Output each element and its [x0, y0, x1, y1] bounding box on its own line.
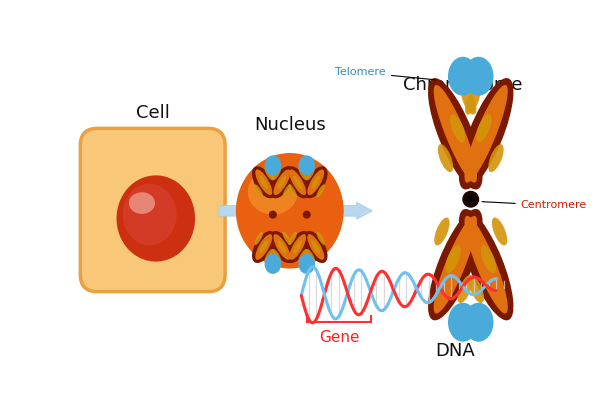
Ellipse shape [264, 155, 280, 175]
Ellipse shape [307, 169, 324, 195]
Ellipse shape [286, 231, 310, 263]
Ellipse shape [278, 240, 286, 254]
Ellipse shape [289, 234, 306, 260]
Ellipse shape [259, 175, 268, 189]
Ellipse shape [464, 57, 493, 96]
Ellipse shape [283, 231, 291, 245]
Ellipse shape [434, 85, 477, 182]
Ellipse shape [465, 216, 508, 314]
Ellipse shape [316, 184, 325, 198]
Ellipse shape [270, 231, 294, 263]
Ellipse shape [448, 57, 478, 96]
Ellipse shape [272, 167, 281, 180]
Ellipse shape [248, 169, 298, 215]
Ellipse shape [264, 254, 280, 274]
Ellipse shape [255, 231, 263, 245]
Ellipse shape [283, 184, 291, 198]
Ellipse shape [255, 169, 272, 195]
Ellipse shape [274, 234, 290, 260]
Ellipse shape [435, 218, 450, 245]
Ellipse shape [459, 78, 513, 189]
Ellipse shape [116, 175, 195, 262]
Ellipse shape [492, 218, 507, 245]
Ellipse shape [259, 240, 268, 254]
Ellipse shape [122, 184, 177, 245]
Ellipse shape [299, 155, 313, 175]
Ellipse shape [289, 169, 306, 195]
Text: Telomere: Telomere [335, 67, 436, 80]
Ellipse shape [459, 209, 513, 320]
Ellipse shape [304, 166, 327, 198]
Ellipse shape [288, 184, 297, 198]
Ellipse shape [299, 254, 313, 274]
Ellipse shape [464, 303, 493, 342]
Ellipse shape [266, 155, 281, 175]
Ellipse shape [434, 216, 477, 314]
Ellipse shape [300, 155, 315, 175]
Ellipse shape [469, 275, 484, 303]
Text: Gene: Gene [319, 330, 359, 345]
Ellipse shape [480, 245, 496, 273]
Ellipse shape [312, 240, 320, 254]
Ellipse shape [307, 249, 315, 262]
Ellipse shape [255, 184, 263, 198]
Ellipse shape [312, 175, 320, 189]
Ellipse shape [264, 167, 273, 180]
Text: Chromosome: Chromosome [403, 76, 523, 94]
Ellipse shape [300, 254, 315, 274]
Ellipse shape [448, 303, 478, 342]
Ellipse shape [465, 85, 508, 182]
Ellipse shape [274, 169, 290, 195]
Ellipse shape [299, 167, 307, 180]
Ellipse shape [462, 191, 479, 208]
Ellipse shape [438, 144, 453, 172]
Ellipse shape [458, 275, 473, 303]
Ellipse shape [252, 166, 275, 198]
Ellipse shape [307, 234, 324, 260]
Ellipse shape [304, 231, 327, 263]
Ellipse shape [236, 153, 344, 269]
Ellipse shape [270, 166, 294, 198]
Ellipse shape [286, 166, 310, 198]
Ellipse shape [252, 231, 275, 263]
Ellipse shape [255, 234, 272, 260]
Ellipse shape [316, 231, 325, 245]
Ellipse shape [468, 196, 474, 203]
Text: Cell: Cell [136, 104, 170, 122]
FancyBboxPatch shape [80, 128, 225, 292]
Ellipse shape [264, 249, 273, 262]
FancyArrow shape [324, 202, 372, 219]
Ellipse shape [450, 114, 465, 142]
Text: DNA: DNA [436, 342, 475, 360]
FancyArrow shape [219, 202, 261, 219]
Ellipse shape [129, 192, 155, 214]
Ellipse shape [476, 114, 491, 142]
Ellipse shape [428, 78, 483, 189]
Ellipse shape [293, 175, 302, 189]
Ellipse shape [288, 231, 297, 245]
Ellipse shape [446, 245, 461, 273]
Ellipse shape [428, 209, 483, 320]
Text: Nucleus: Nucleus [254, 116, 326, 134]
Ellipse shape [278, 175, 286, 189]
Text: Centromere: Centromere [482, 200, 587, 210]
Ellipse shape [488, 144, 504, 172]
Ellipse shape [293, 240, 302, 254]
Ellipse shape [269, 211, 277, 219]
Ellipse shape [266, 254, 281, 274]
Ellipse shape [307, 167, 315, 180]
Ellipse shape [272, 249, 281, 262]
Ellipse shape [303, 211, 311, 219]
Ellipse shape [299, 249, 307, 262]
Ellipse shape [465, 87, 480, 115]
Ellipse shape [461, 87, 476, 115]
